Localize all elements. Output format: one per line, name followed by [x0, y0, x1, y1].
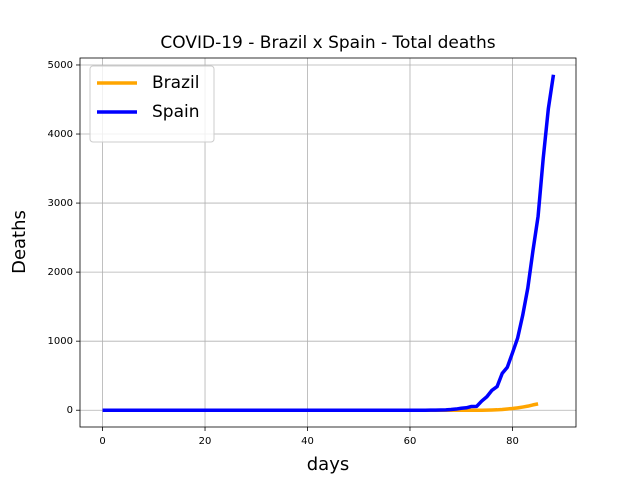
legend-box [89, 65, 215, 143]
y-tick-label: 1000 [48, 336, 73, 347]
x-tick-label: 0 [99, 436, 105, 447]
y-axis-label: Deaths [9, 210, 30, 274]
y-tick-label: 5000 [48, 60, 73, 71]
x-tick-label: 20 [199, 436, 212, 447]
legend-label: Spain [152, 102, 200, 122]
plot-frame [79, 57, 577, 428]
y-tick-label: 2000 [48, 267, 73, 278]
y-tick-label: 3000 [48, 198, 73, 209]
legend-label: Brazil [152, 73, 199, 93]
chart-title: COVID-19 - Brazil x Spain - Total deaths [160, 33, 495, 53]
x-tick-label: 60 [404, 436, 417, 447]
x-axis-label: days [307, 454, 350, 475]
line [102, 74, 556, 412]
x-tick-label: 80 [506, 436, 519, 447]
x-tick-label: 40 [301, 436, 314, 447]
y-tick-label: 0 [67, 405, 73, 416]
y-tick-label: 4000 [48, 129, 73, 140]
